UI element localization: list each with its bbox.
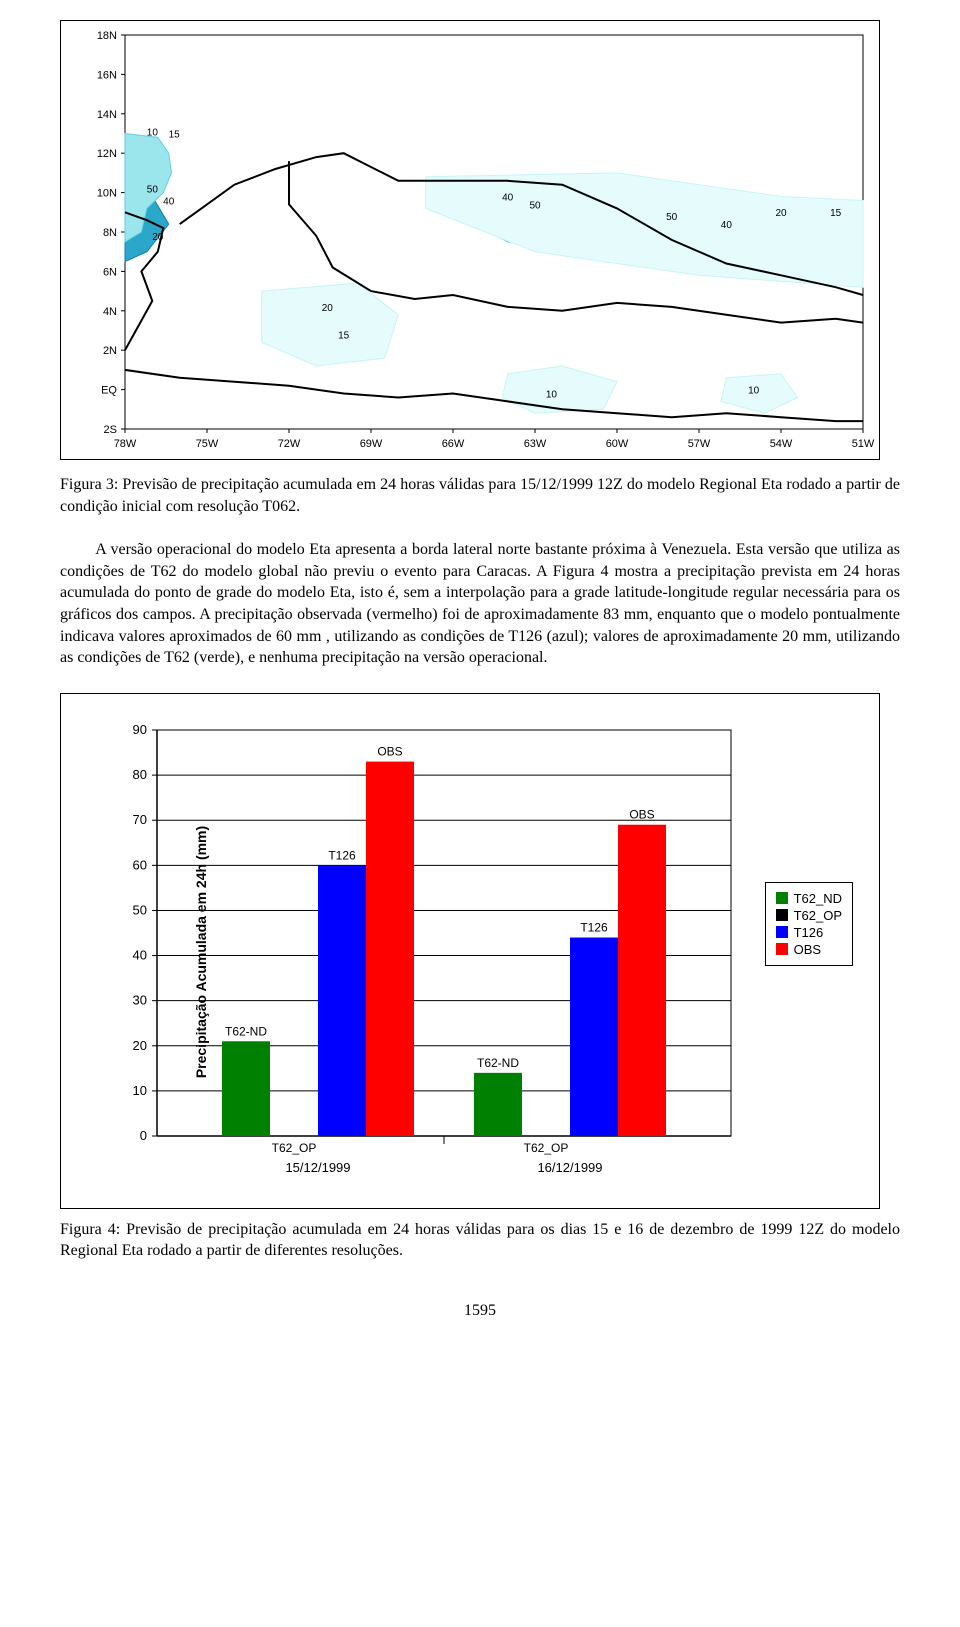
y-axis-label: Precipitação Acumulada em 24h (mm) xyxy=(193,826,209,1078)
legend-item-T62_OP: T62_OP xyxy=(776,908,842,923)
svg-text:10N: 10N xyxy=(97,188,117,200)
svg-text:10: 10 xyxy=(133,1083,147,1098)
svg-text:12N: 12N xyxy=(97,148,117,160)
svg-text:40: 40 xyxy=(502,192,514,203)
svg-text:T62-ND: T62-ND xyxy=(225,1024,267,1038)
legend-swatch-icon xyxy=(776,892,788,904)
svg-text:4N: 4N xyxy=(103,306,117,318)
svg-text:EQ: EQ xyxy=(101,385,117,397)
svg-text:8N: 8N xyxy=(103,227,117,239)
svg-text:OBS: OBS xyxy=(629,807,654,821)
figure-4-container: Precipitação Acumulada em 24h (mm) 0 10 20… xyxy=(60,693,880,1209)
legend-item-OBS: OBS xyxy=(776,942,842,957)
bar-T62_ND xyxy=(474,1073,522,1136)
svg-text:16N: 16N xyxy=(97,69,117,81)
bar-OBS xyxy=(618,824,666,1135)
svg-text:18N: 18N xyxy=(97,30,117,42)
svg-text:30: 30 xyxy=(133,992,147,1007)
svg-text:10: 10 xyxy=(546,389,558,400)
legend-swatch-icon xyxy=(776,943,788,955)
svg-text:72W: 72W xyxy=(278,438,301,450)
svg-text:40: 40 xyxy=(133,947,147,962)
svg-text:2S: 2S xyxy=(104,424,117,436)
svg-text:20: 20 xyxy=(133,1038,147,1053)
figure-3-map: 2S EQ 2N 4N 6N 8N 10N 12N 14N 16N 18N 78W 75W 72W 69W 6… xyxy=(60,20,880,460)
svg-text:10: 10 xyxy=(147,127,159,138)
svg-text:40: 40 xyxy=(163,196,175,207)
svg-text:T126: T126 xyxy=(580,920,608,934)
svg-text:90: 90 xyxy=(133,722,147,737)
svg-text:15/12/1999: 15/12/1999 xyxy=(285,1160,350,1175)
svg-text:T62_OP: T62_OP xyxy=(272,1141,317,1155)
svg-text:20: 20 xyxy=(322,303,334,314)
legend-swatch-icon xyxy=(776,926,788,938)
legend-label: T62_ND xyxy=(794,891,842,906)
figure-3-caption: Figura 3: Previsão de precipitação acumu… xyxy=(60,474,900,517)
svg-text:15: 15 xyxy=(338,330,350,341)
legend-item-T126: T126 xyxy=(776,925,842,940)
svg-text:14N: 14N xyxy=(97,109,117,121)
svg-text:0: 0 xyxy=(140,1128,147,1143)
svg-text:63W: 63W xyxy=(524,438,547,450)
svg-text:50: 50 xyxy=(133,902,147,917)
bar-OBS xyxy=(366,761,414,1135)
svg-text:57W: 57W xyxy=(688,438,711,450)
body-paragraph: A versão operacional do modelo Eta apres… xyxy=(60,539,900,669)
svg-text:6N: 6N xyxy=(103,266,117,278)
legend-label: OBS xyxy=(794,942,821,957)
svg-text:40: 40 xyxy=(721,220,733,231)
svg-text:51W: 51W xyxy=(852,438,875,450)
svg-text:T62_OP: T62_OP xyxy=(524,1141,569,1155)
svg-text:54W: 54W xyxy=(770,438,793,450)
svg-text:50: 50 xyxy=(529,200,541,211)
legend-label: T126 xyxy=(794,925,824,940)
svg-text:15: 15 xyxy=(169,129,181,140)
legend-item-T62_ND: T62_ND xyxy=(776,891,842,906)
svg-text:15: 15 xyxy=(830,208,842,219)
bar-T62_ND xyxy=(222,1041,270,1136)
svg-text:16/12/1999: 16/12/1999 xyxy=(537,1160,602,1175)
svg-text:75W: 75W xyxy=(196,438,219,450)
chart-area: Precipitação Acumulada em 24h (mm) 0 10 20… xyxy=(79,712,859,1192)
svg-text:OBS: OBS xyxy=(377,744,402,758)
svg-text:60: 60 xyxy=(133,857,147,872)
legend: T62_ND T62_OP T126 OBS xyxy=(765,882,853,966)
svg-text:78W: 78W xyxy=(114,438,137,450)
svg-text:10: 10 xyxy=(748,386,760,397)
svg-text:80: 80 xyxy=(133,767,147,782)
svg-text:70: 70 xyxy=(133,812,147,827)
svg-text:66W: 66W xyxy=(442,438,465,450)
svg-text:50: 50 xyxy=(147,185,159,196)
svg-text:20: 20 xyxy=(152,232,164,243)
svg-text:20: 20 xyxy=(775,208,787,219)
svg-text:69W: 69W xyxy=(360,438,383,450)
bar-T126 xyxy=(318,865,366,1136)
legend-swatch-icon xyxy=(776,909,788,921)
svg-text:60W: 60W xyxy=(606,438,629,450)
svg-text:50: 50 xyxy=(666,212,678,223)
page-number: 1595 xyxy=(60,1302,900,1320)
svg-text:T62-ND: T62-ND xyxy=(477,1056,519,1070)
figure-4-caption: Figura 4: Previsão de precipitação acumu… xyxy=(60,1219,900,1262)
svg-text:T126: T126 xyxy=(328,848,356,862)
bar-T126 xyxy=(570,937,618,1135)
legend-label: T62_OP xyxy=(794,908,842,923)
svg-text:2N: 2N xyxy=(103,345,117,357)
map-svg: 2S EQ 2N 4N 6N 8N 10N 12N 14N 16N 18N 78W 75W 72W 69W 6… xyxy=(61,21,879,459)
